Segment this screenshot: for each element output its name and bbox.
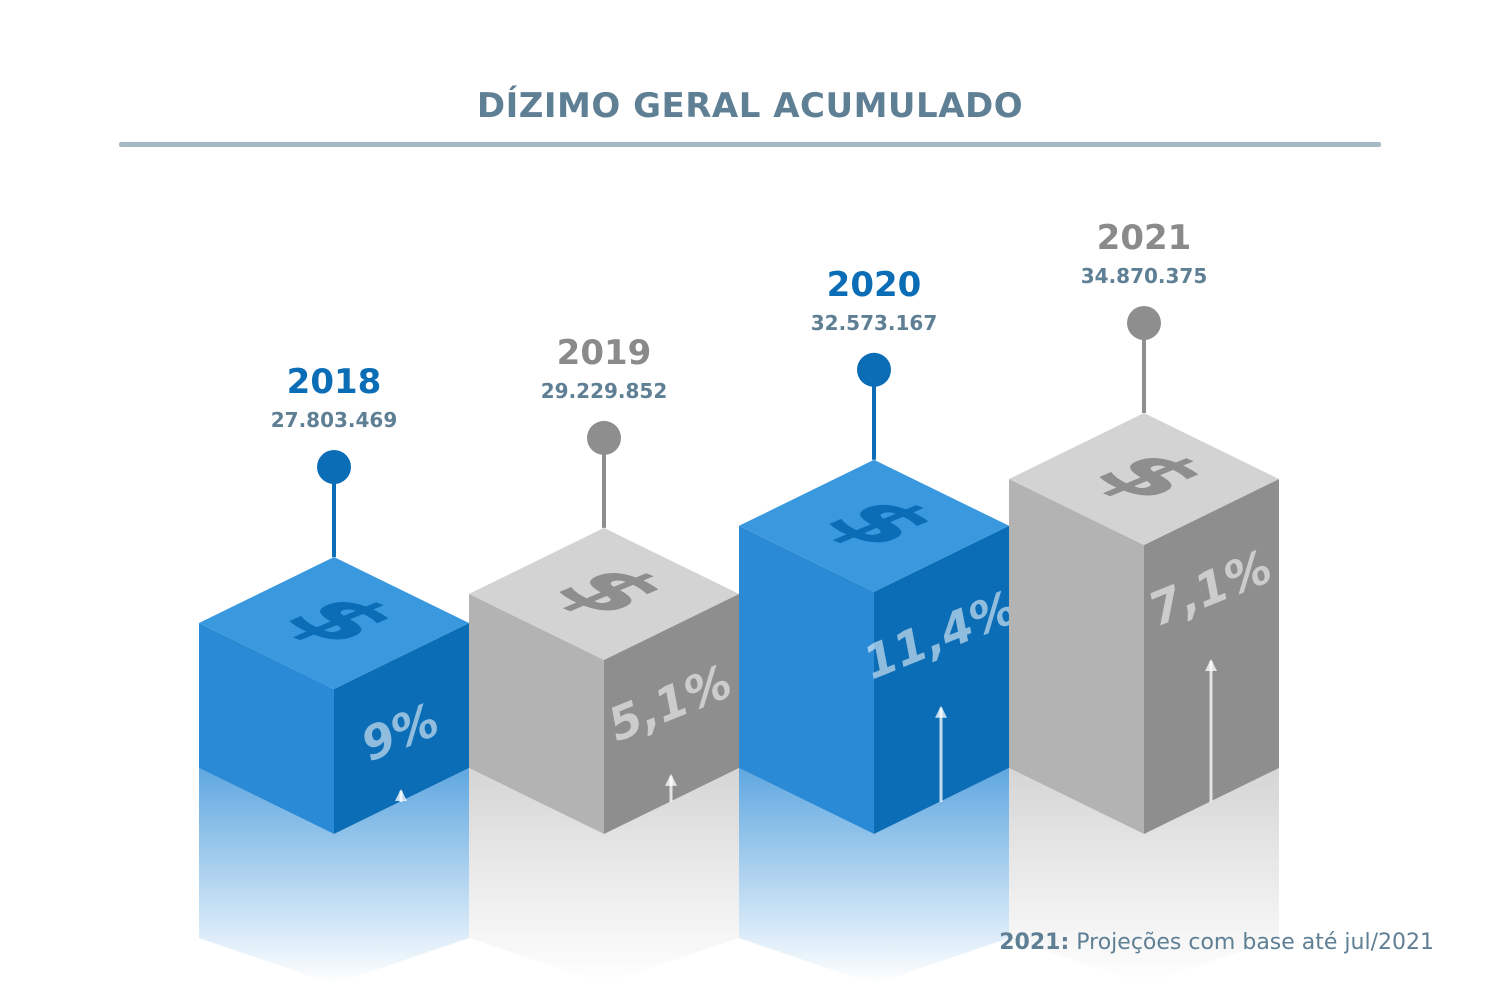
growth-arrow-head (935, 705, 947, 718)
growth-arrow-head (395, 789, 407, 801)
bar-front-face (739, 525, 874, 834)
year-label: 2019 (557, 333, 652, 373)
value-label: 27.803.469 (271, 408, 398, 432)
value-label: 32.573.167 (811, 311, 938, 335)
title-divider (119, 142, 1381, 147)
bar-side-face (604, 593, 739, 834)
pin-head (587, 420, 621, 455)
pin-head (1127, 306, 1161, 340)
bar-front-face (199, 623, 334, 834)
value-label: 29.229.852 (541, 379, 668, 403)
bar-reflection (739, 768, 1009, 984)
year-label: 2021 (1097, 218, 1192, 258)
chart-title: DÍZIMO GERAL ACUMULADO (476, 86, 1024, 126)
growth-arrow-head (1205, 659, 1217, 671)
bar-top-face (739, 459, 1009, 592)
bar-reflection (469, 768, 739, 984)
pin-head (857, 352, 891, 387)
year-label: 2018 (287, 362, 382, 402)
growth-arrow-head (665, 773, 677, 786)
bar-front-face (1009, 479, 1144, 834)
bar-reflection (199, 768, 469, 984)
bar-reflection (1009, 768, 1279, 984)
bar-front-face (469, 593, 604, 834)
value-label: 34.870.375 (1081, 264, 1208, 288)
bar-side-face (1144, 479, 1279, 834)
bar-side-face (874, 525, 1009, 834)
footnote-text: Projeções com base até jul/2021 (1069, 930, 1434, 955)
bar-side-face (334, 623, 469, 834)
bar-top-face (1009, 413, 1279, 545)
bar-top-face (469, 527, 739, 660)
pin-head (317, 450, 351, 484)
year-label: 2020 (827, 265, 922, 305)
bar-top-face (199, 557, 469, 689)
footnote-year: 2021: (999, 930, 1070, 955)
footnote: 2021: Projeções com base até jul/2021 (999, 930, 1434, 955)
